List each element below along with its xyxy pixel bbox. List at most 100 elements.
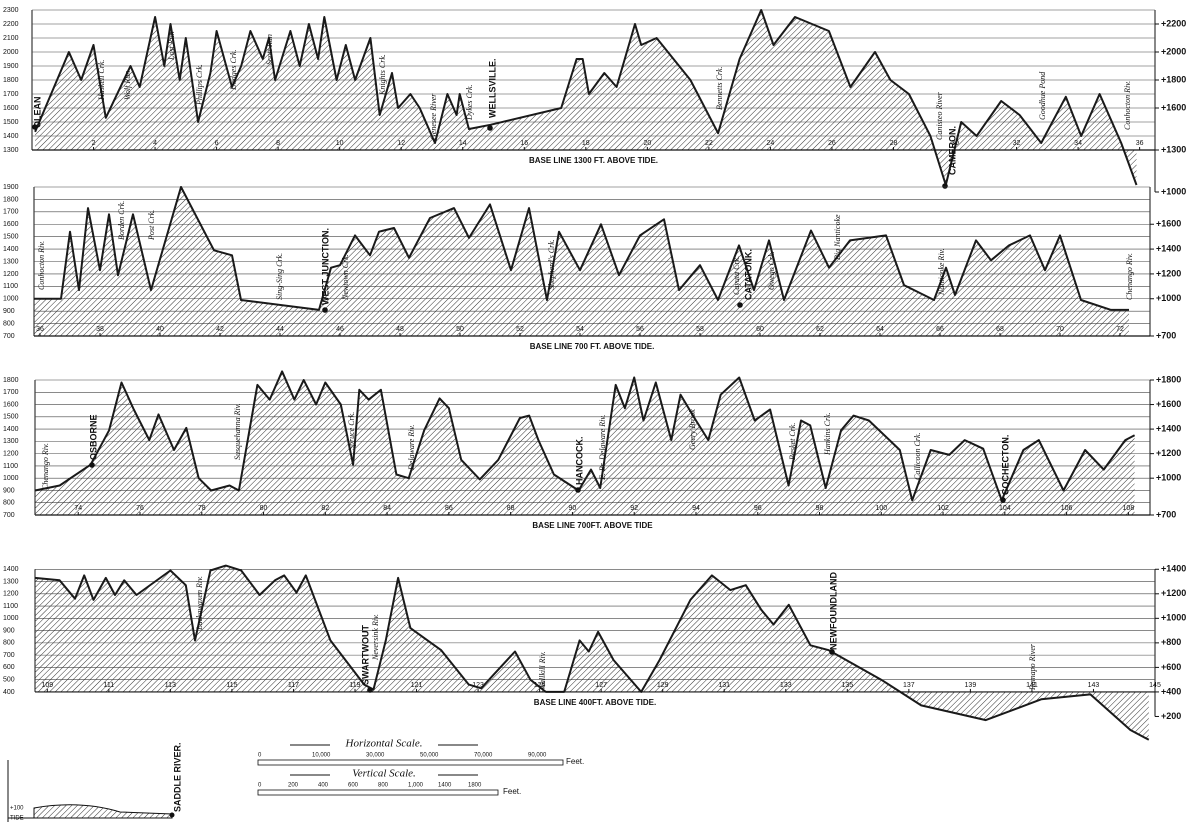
x-tick-label: 143 [1088,682,1100,689]
y-tick-label: 2000 [3,49,19,56]
place-name: COCHECTON. [1000,435,1010,495]
x-tick-label: 82 [321,505,329,512]
place-name: Sing-Sing Crk. [275,253,284,300]
y2-tick-label: +2000 [1161,46,1186,56]
x-tick-label: 48 [396,326,404,333]
y2-tick-label: +1000 [1156,473,1181,483]
x-tick-label: 26 [828,140,836,147]
x-tick-label: 16 [520,140,528,147]
x-tick-label: 78 [198,505,206,512]
y-tick-label: 1200 [3,271,19,278]
x-tick-label: 64 [876,326,884,333]
place-name: Chenango Riv. [1125,253,1134,300]
x-tick-label: 129 [657,682,669,689]
horizontal-scale: Horizontal Scale. Feet. [257,738,584,766]
profile-line [34,186,1129,311]
y-tick-label: 2300 [3,7,19,14]
x-tick-label: 119 [349,682,360,689]
x-tick-label: 80 [260,505,268,512]
x-tick-label: 70 [1056,326,1064,333]
x-tick-label: 58 [696,326,704,333]
place-name: Nanticoke Riv. [937,249,946,297]
place-name: SWARTWOUT [360,625,370,685]
base-line-label: BASE LINE 1300 FT. ABOVE TIDE. [529,156,658,165]
scale-label: 400 [318,783,329,789]
x-tick-label: 36 [1136,140,1144,147]
base-line-label: BASE LINE 400FT. ABOVE TIDE. [534,698,656,707]
inset-profile [33,804,173,819]
inset: +100 TIDE SADDLE RIVER. [7,742,182,822]
base-line-label: BASE LINE 700 FT. ABOVE TIDE. [530,342,655,351]
y-tick-label: 1300 [3,147,19,154]
y2-tick-label: +800 [1161,637,1181,647]
place-name: Canisteo River [935,91,944,140]
y-tick-label: 1300 [3,578,19,585]
station-dot [322,307,328,313]
x-tick-label: 135 [841,682,853,689]
y2-tick-label: +1600 [1156,219,1181,229]
x-tick-label: 123 [472,682,484,689]
y2-tick-label: +1600 [1161,102,1186,112]
place-name: Basket Crk. [788,423,797,460]
y-tick-label: 1400 [3,246,19,253]
place-name: CAMERON. [947,126,957,175]
x-tick-label: 14 [459,140,467,147]
place-name: Scott Run [265,34,274,65]
place-name: Knights Crk. [378,54,387,96]
x-tick-label: 100 [875,505,887,512]
x-tick-label: 139 [965,682,977,689]
y2-tick-label: +1300 [1161,144,1186,154]
x-tick-label: 104 [999,505,1011,512]
scale-bar [257,789,499,796]
y2-tick-label: +1400 [1161,564,1186,574]
y-tick-label: 1000 [3,475,19,482]
x-tick-label: 4 [153,140,157,147]
place-name: Delaware Riv. [407,425,416,471]
x-tick-label: 111 [104,682,115,689]
x-tick-label: 108 [1123,505,1135,512]
place-name: E. Br. Delaware Riv. [598,415,607,481]
x-tick-label: 74 [74,505,82,512]
x-tick-label: 30 [951,140,959,147]
station-dot [942,183,948,189]
scale-label: 600 [348,783,359,789]
y-tick-label: 600 [3,664,15,671]
place-name: Dodges Crk. [229,50,238,91]
station-dot [575,487,581,493]
y-tick-label: 1000 [3,615,19,622]
scale-label: 70,000 [474,753,493,759]
y-tick-label: 1800 [3,77,19,84]
x-tick-label: 98 [816,505,824,512]
place-name: CATATONK. [743,249,753,300]
place-name: Spruce Crk. [347,412,356,450]
x-tick-label: 56 [636,326,644,333]
y-tick-label: 1400 [3,566,19,573]
x-tick-label: 38 [96,326,104,333]
place-name: WEST JUNCTION. [320,228,330,305]
y-tick-label: 900 [3,308,15,315]
station-dot [829,649,835,655]
y-tick-label: 1800 [3,377,19,384]
profile-fill [35,565,1149,740]
station-dot [1000,497,1006,503]
scale-label: 0 [258,753,262,759]
scale-label: 10,000 [312,753,331,759]
x-tick-label: 102 [937,505,949,512]
place-name: Lost Run [167,31,176,61]
x-tick-label: 60 [756,326,764,333]
place-name: Owego Crk. [767,251,776,290]
y-tick-label: 900 [3,627,15,634]
place-name: Wolf Run [123,71,132,100]
station-dot [169,812,175,818]
y-tick-label: 700 [3,333,15,340]
x-tick-label: 52 [516,326,524,333]
x-tick-label: 106 [1061,505,1073,512]
place-name: Callicoon Crk. [913,432,922,480]
x-tick-label: 68 [996,326,1004,333]
x-tick-label: 145 [1149,682,1161,689]
y2-tick-label: +1000 [1161,613,1186,623]
y-tick-label: 700 [3,512,15,519]
place-name: Conhocton Riv. [37,241,46,290]
inset-tick: TIDE [10,816,24,822]
